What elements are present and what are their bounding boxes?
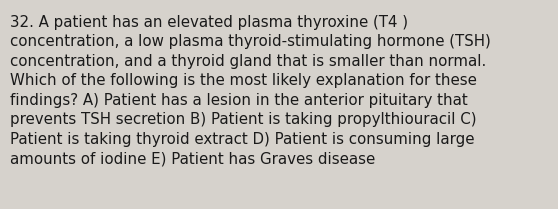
Text: 32. A patient has an elevated plasma thyroxine (T4 )
concentration, a low plasma: 32. A patient has an elevated plasma thy…	[10, 15, 491, 167]
